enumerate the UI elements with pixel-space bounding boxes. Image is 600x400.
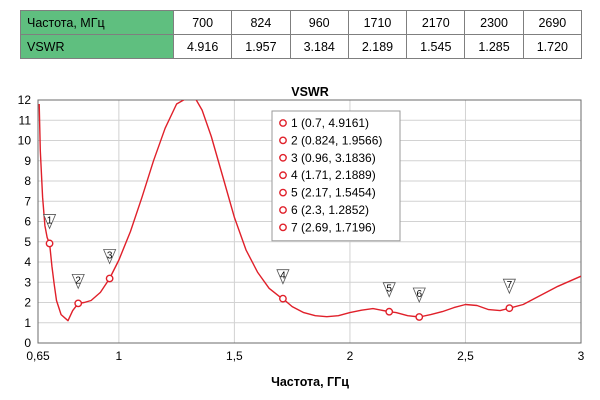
x-tick-label: 1 <box>116 349 123 363</box>
y-tick-label: 10 <box>18 134 32 148</box>
row-header-vswr: VSWR <box>20 34 174 59</box>
legend-box <box>271 110 401 242</box>
x-tick-label: 0,65 <box>26 349 50 363</box>
table-cell: 1.720 <box>522 34 583 59</box>
legend-marker-icon <box>279 206 287 214</box>
table-cell: 4.916 <box>172 34 233 59</box>
y-tick-label: 7 <box>24 194 31 208</box>
table-row: Частота, МГц 700 824 960 1710 2170 2300 … <box>20 10 583 35</box>
legend-entry: 3 (0.96, 3.1836) <box>291 151 376 165</box>
x-tick-label: 3 <box>578 349 585 363</box>
chart-title: VSWR <box>291 85 329 99</box>
marker-point <box>385 307 394 316</box>
y-tick-label: 4 <box>24 255 31 269</box>
vswr-series-line <box>38 100 581 322</box>
legend-marker-icon <box>279 171 287 180</box>
table-row: VSWR 4.916 1.957 3.184 2.189 1.545 1.285… <box>20 34 583 59</box>
marker-point <box>105 274 114 283</box>
marker-flag <box>502 278 516 295</box>
legend-entry: 1 (0.7, 4.9161) <box>291 116 369 130</box>
marker-point <box>415 313 424 321</box>
legend-entry: 7 (2.69, 1.7196) <box>291 220 376 234</box>
marker-point <box>279 294 287 303</box>
y-tick-label: 2 <box>24 296 31 310</box>
y-tick-label: 8 <box>24 174 31 188</box>
plot-frame <box>37 99 582 344</box>
table-cell: 1.285 <box>464 34 524 59</box>
marker-flag-label: 2 <box>75 275 81 286</box>
marker-flag-label: 3 <box>107 251 113 262</box>
legend-marker-icon <box>279 153 287 162</box>
table-cell: 700 <box>172 10 233 35</box>
marker-flag <box>42 214 57 230</box>
y-tick-label: 0 <box>24 336 31 350</box>
y-tick-label: 6 <box>24 215 31 229</box>
legend-marker-icon <box>279 136 287 145</box>
y-tick-label: 11 <box>19 113 32 127</box>
marker-point <box>45 239 54 248</box>
marker-point <box>505 304 514 313</box>
marker-flag-label: 6 <box>416 289 422 300</box>
x-axis-label: Частота, ГГц <box>271 375 349 389</box>
y-tick-label: 9 <box>24 154 31 168</box>
legend-entry: 6 (2.3, 1.2852) <box>291 203 369 217</box>
legend-entry: 2 (0.824, 1.9566) <box>291 133 382 147</box>
table-cell: 1.957 <box>231 34 291 59</box>
marker-flag <box>71 273 85 290</box>
marker-flag <box>382 282 396 298</box>
x-tick-label: 2 <box>347 349 354 363</box>
legend-marker-icon <box>279 119 287 127</box>
marker-flag-label: 7 <box>507 280 513 291</box>
vswr-table: Частота, МГц 700 824 960 1710 2170 2300 … <box>20 10 583 59</box>
marker-flag <box>276 269 290 285</box>
legend-marker-icon <box>279 188 287 197</box>
marker-flag-label: 4 <box>280 271 286 282</box>
marker-flag <box>412 287 426 303</box>
x-tick-label: 2,5 <box>457 349 474 363</box>
x-tick-label: 1,5 <box>226 349 243 363</box>
y-tick-label: 12 <box>18 93 32 107</box>
table-cell: 2300 <box>464 10 524 35</box>
y-tick-label: 5 <box>24 235 31 249</box>
legend-marker-icon <box>279 223 287 232</box>
table-cell: 824 <box>231 10 291 35</box>
marker-flag <box>103 249 117 265</box>
marker-flag-label: 5 <box>386 284 392 295</box>
table-cell: 1710 <box>347 10 408 35</box>
row-header-frequency: Частота, МГц <box>20 10 174 35</box>
y-tick-label: 1 <box>24 316 31 330</box>
table-cell: 1.545 <box>406 34 466 59</box>
table-cell: 2.189 <box>347 34 408 59</box>
legend-entry: 4 (1.71, 2.1889) <box>291 168 376 182</box>
marker-point <box>74 299 83 308</box>
legend-entry: 5 (2.17, 1.5454) <box>291 186 376 200</box>
marker-flag-label: 1 <box>47 215 53 226</box>
y-tick-label: 3 <box>24 275 31 289</box>
